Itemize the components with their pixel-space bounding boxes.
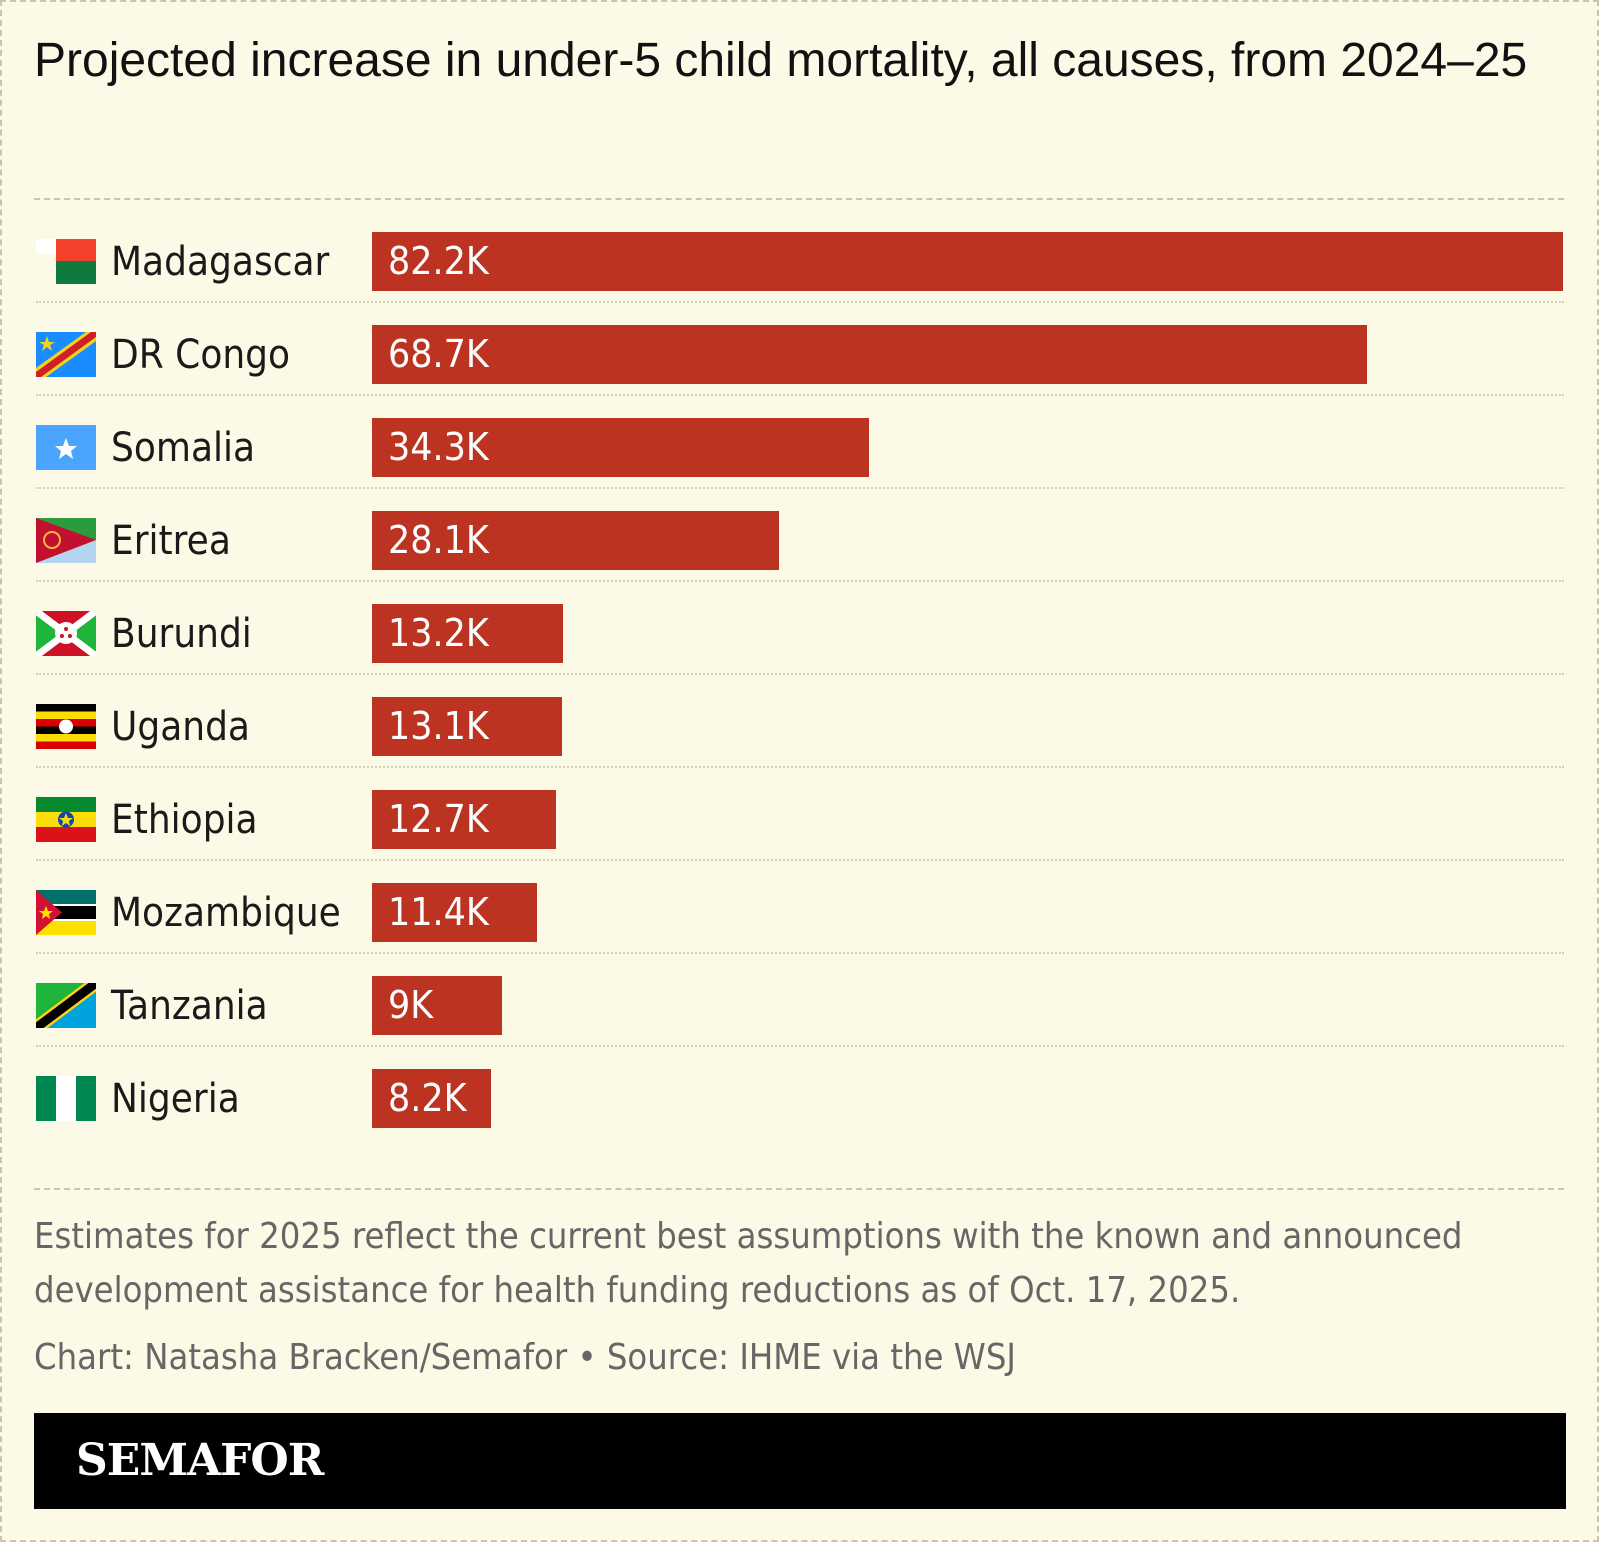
ethiopia-flag-icon	[36, 797, 96, 842]
mozambique-flag-icon	[36, 890, 96, 935]
category-label-tanzania: Tanzania	[111, 983, 268, 1029]
data-label-tanzania: 9K	[388, 983, 434, 1027]
data-label-uganda: 13.1K	[388, 704, 489, 748]
bar-row: Tanzania 9K	[0, 976, 1599, 1036]
category-label-somalia: Somalia	[111, 425, 256, 471]
chart-note: Estimates for 2025 reflect the current b…	[34, 1216, 1463, 1311]
row-separator	[36, 859, 1564, 861]
category-label-nigeria: Nigeria	[111, 1076, 240, 1122]
footer-divider	[34, 1188, 1564, 1190]
bar-ethiopia	[372, 790, 556, 849]
data-label-eritrea: 28.1K	[388, 518, 489, 562]
chart-credit: Chart: Natasha Bracken/Semafor • Source:…	[34, 1337, 1016, 1378]
bar-mozambique	[372, 883, 537, 942]
category-label-mozambique: Mozambique	[111, 890, 341, 936]
data-label-burundi: 13.2K	[388, 611, 489, 655]
bar-row: Ethiopia 12.7K	[0, 790, 1599, 850]
chart-title: Projected increase in under-5 child mort…	[34, 34, 1528, 87]
category-label-ethiopia: Ethiopia	[111, 797, 258, 843]
row-separator	[36, 301, 1564, 303]
bar-dr-congo	[372, 325, 1367, 384]
bar-madagascar	[372, 232, 1563, 291]
madagascar-flag-icon	[36, 239, 96, 284]
burundi-flag-icon	[36, 611, 96, 656]
bar-burundi	[372, 604, 563, 663]
brand-bar: SEMAFOR	[34, 1413, 1566, 1509]
bar-eritrea	[372, 511, 779, 570]
data-label-dr-congo: 68.7K	[388, 332, 489, 376]
bar-somalia	[372, 418, 869, 477]
semafor-logo: SEMAFOR	[76, 1435, 324, 1486]
eritrea-flag-icon	[36, 518, 96, 563]
data-label-nigeria: 8.2K	[388, 1076, 467, 1120]
category-label-madagascar: Madagascar	[111, 239, 330, 285]
bar-row: Uganda 13.1K	[0, 697, 1599, 757]
row-separator	[36, 580, 1564, 582]
data-label-ethiopia: 12.7K	[388, 797, 489, 841]
bar-row: Burundi 13.2K	[0, 604, 1599, 664]
row-separator	[36, 394, 1564, 396]
bar-row: Eritrea 28.1K	[0, 511, 1599, 571]
somalia-flag-icon	[36, 425, 96, 470]
bar-row: Somalia 34.3K	[0, 418, 1599, 478]
category-label-dr-congo: DR Congo	[111, 332, 291, 378]
row-separator	[36, 1045, 1564, 1047]
uganda-flag-icon	[36, 704, 96, 749]
category-label-eritrea: Eritrea	[111, 518, 231, 564]
bar-nigeria	[372, 1069, 491, 1128]
tanzania-flag-icon	[36, 983, 96, 1028]
bar-row: Madagascar 82.2K	[0, 232, 1599, 292]
row-separator	[36, 487, 1564, 489]
nigeria-flag-icon	[36, 1076, 96, 1121]
dr-congo-flag-icon	[36, 332, 96, 377]
bar-uganda	[372, 697, 562, 756]
header-divider	[34, 198, 1564, 200]
data-label-mozambique: 11.4K	[388, 890, 489, 934]
row-separator	[36, 673, 1564, 675]
row-separator	[36, 952, 1564, 954]
bar-row: DR Congo 68.7K	[0, 325, 1599, 385]
data-label-madagascar: 82.2K	[388, 239, 489, 283]
bar-row: Mozambique 11.4K	[0, 883, 1599, 943]
category-label-burundi: Burundi	[111, 611, 252, 657]
bar-tanzania	[372, 976, 502, 1035]
bar-row: Nigeria 8.2K	[0, 1069, 1599, 1129]
row-separator	[36, 766, 1564, 768]
data-label-somalia: 34.3K	[388, 425, 489, 469]
category-label-uganda: Uganda	[111, 704, 250, 750]
